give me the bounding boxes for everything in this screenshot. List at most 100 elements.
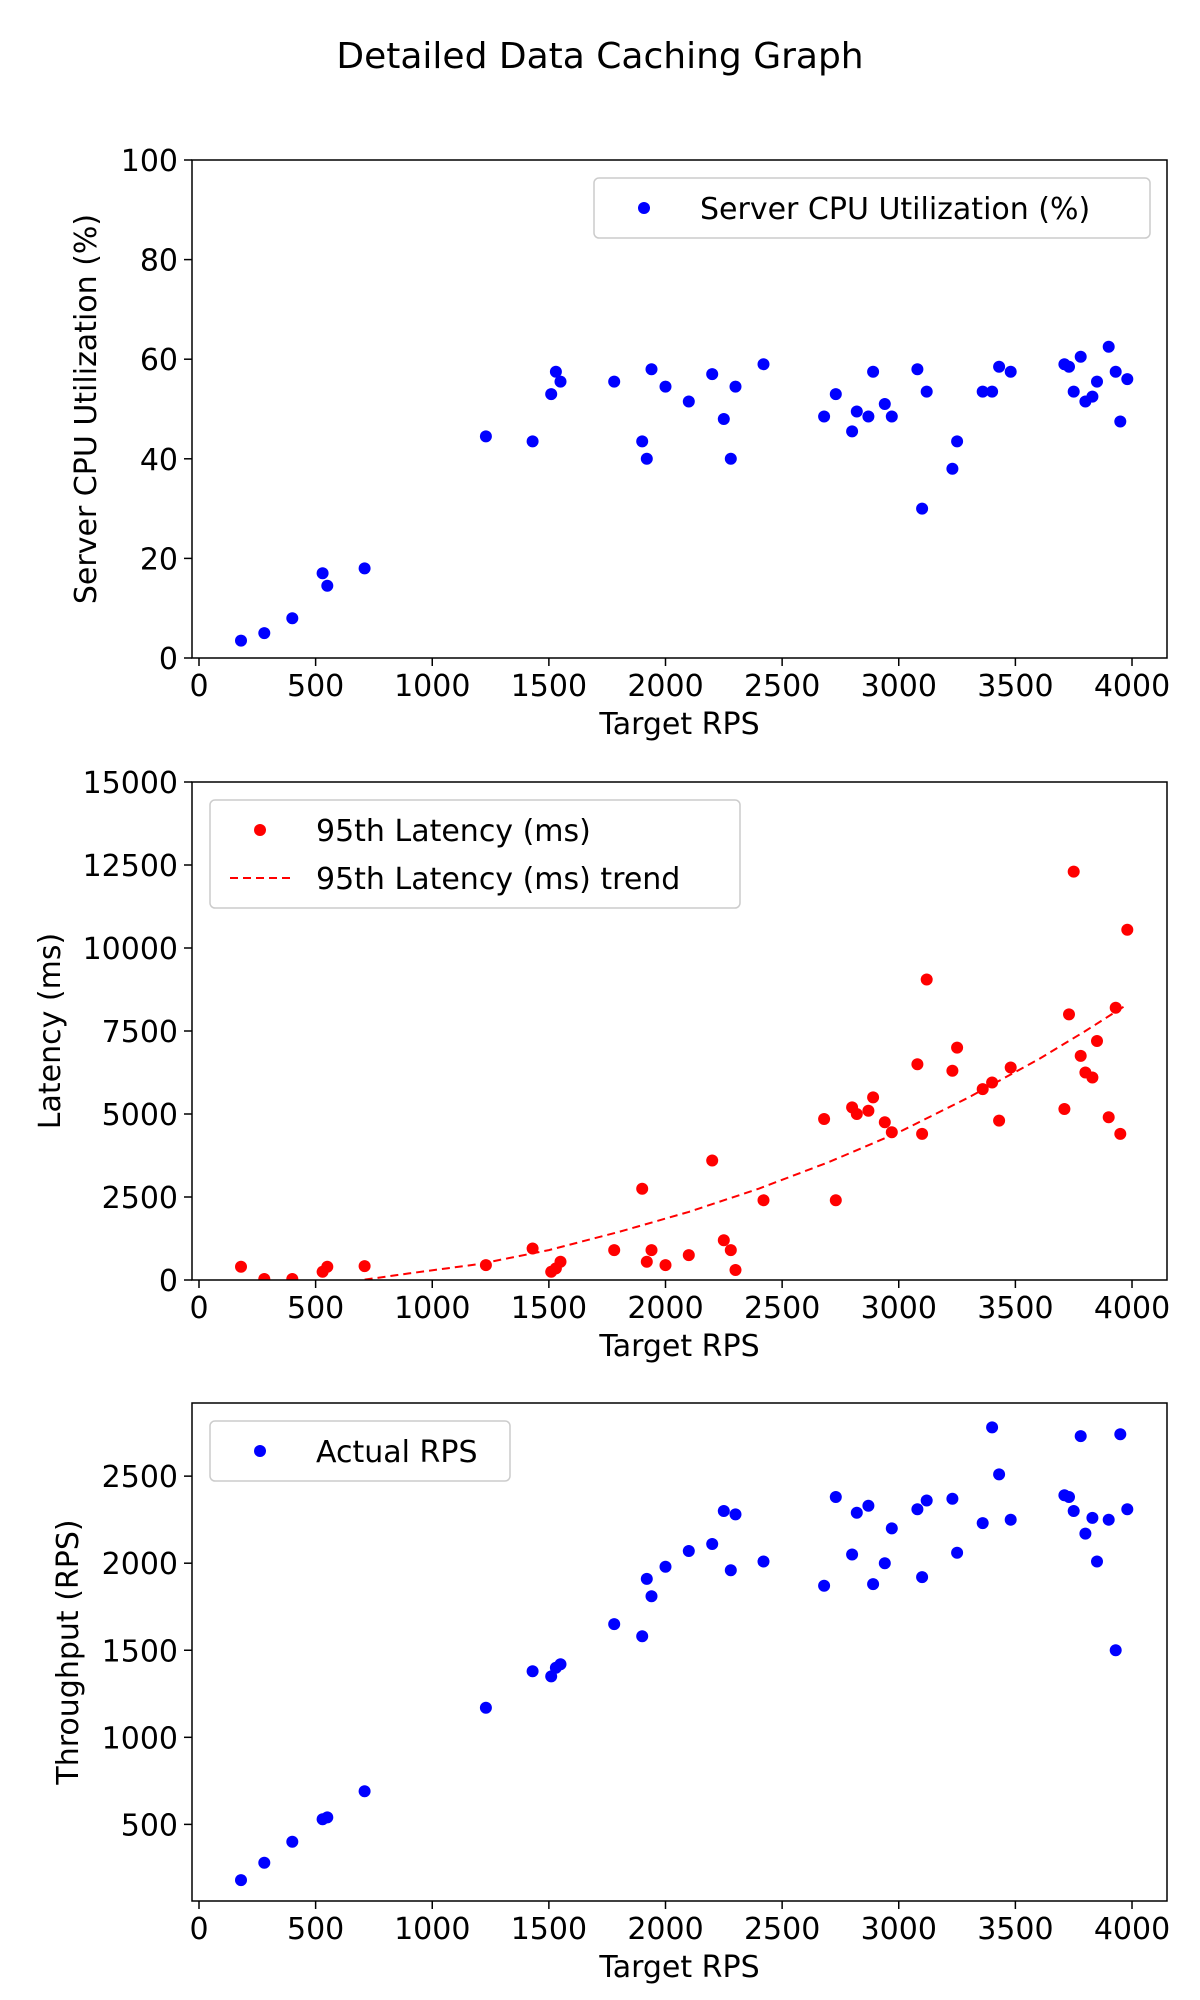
- data-point: [951, 435, 964, 448]
- data-point: [717, 413, 730, 425]
- data-point: [235, 1874, 247, 1887]
- legend-label: Server CPU Utilization (%): [700, 192, 1090, 227]
- y-tick-label: 2500: [102, 1460, 178, 1495]
- data-point: [993, 1468, 1006, 1481]
- data-point: [636, 435, 649, 448]
- data-point: [1086, 1511, 1099, 1524]
- data-point: [1121, 1503, 1134, 1516]
- data-point: [850, 405, 863, 418]
- chart-panel-2: 0 500 1000 1500 2000 2500 3000 3500 4000 0 2500 500…: [33, 766, 1170, 1364]
- y-axis-label: Server CPU Utilization (%): [69, 214, 104, 604]
- data-point: [1109, 1644, 1122, 1657]
- data-point: [1079, 1527, 1092, 1540]
- data-point: [946, 1492, 959, 1505]
- legend-label: Actual RPS: [316, 1435, 478, 1470]
- data-point: [1091, 1555, 1103, 1568]
- data-point: [1102, 1111, 1115, 1124]
- data-point: [717, 1234, 730, 1247]
- legend-point-marker: [254, 824, 266, 836]
- data-point: [645, 1244, 658, 1257]
- x-tick-label: 1500: [511, 1912, 587, 1947]
- data-point: [729, 1264, 742, 1276]
- data-point: [911, 1058, 924, 1071]
- data-point: [862, 410, 875, 423]
- trend-line: [355, 1003, 1128, 1280]
- data-point: [640, 1255, 653, 1268]
- data-point: [1074, 1430, 1087, 1443]
- data-point: [1121, 923, 1134, 936]
- x-tick-label: 4000: [1094, 1291, 1170, 1326]
- data-point: [1063, 1491, 1075, 1503]
- x-tick-label: 1500: [511, 1291, 587, 1326]
- data-point: [479, 430, 492, 443]
- x-tick-label: 1000: [394, 1912, 470, 1947]
- chart-panel-1: 0 500 1000 1500 2000 2500 3000 3500 4000 0 20 40 60 8…: [69, 144, 1170, 742]
- data-point: [554, 1255, 567, 1268]
- y-tick-label: 2000: [102, 1547, 178, 1582]
- data-point: [1074, 350, 1087, 363]
- data-point: [729, 1508, 742, 1521]
- data-point: [976, 385, 989, 398]
- y-tick-label: 20: [140, 542, 178, 577]
- x-axis-label: Target RPS: [598, 1950, 759, 1985]
- data-point: [1091, 375, 1103, 388]
- data-point: [1067, 385, 1080, 398]
- data-point: [1102, 1513, 1115, 1526]
- legend-point-marker: [254, 1445, 266, 1457]
- data-point: [757, 1194, 770, 1207]
- data-point: [911, 363, 924, 376]
- x-tick-label: 3500: [977, 669, 1053, 704]
- data-point: [724, 1244, 737, 1257]
- data-point: [1067, 1505, 1080, 1517]
- data-point: [986, 385, 999, 398]
- data-point: [554, 1658, 567, 1671]
- data-point: [640, 452, 653, 465]
- data-point: [358, 1260, 371, 1273]
- data-point: [316, 567, 329, 580]
- data-point: [608, 1244, 621, 1257]
- legend: Server CPU Utilization (%): [593, 177, 1151, 239]
- data-point: [526, 1242, 539, 1255]
- data-point: [729, 380, 742, 393]
- x-tick-label: 1000: [394, 669, 470, 704]
- data-point: [986, 1421, 999, 1434]
- legend: Actual RPS: [209, 1420, 511, 1482]
- x-tick-label: 500: [287, 669, 344, 704]
- data-point: [659, 1560, 672, 1573]
- data-point: [818, 1579, 831, 1592]
- plot-data: [235, 340, 1134, 647]
- x-tick-label: 3000: [861, 1291, 937, 1326]
- data-point: [608, 1618, 621, 1631]
- legend-label: 95th Latency (ms) trend: [316, 862, 680, 897]
- data-point: [526, 1665, 539, 1678]
- x-tick-label: 2500: [744, 1912, 820, 1947]
- legend: 95th Latency (ms) 95th Latency (ms) trend: [209, 799, 741, 909]
- data-point: [829, 1491, 842, 1503]
- x-tick-label: 1500: [511, 669, 587, 704]
- data-point: [916, 502, 929, 515]
- data-point: [358, 1785, 371, 1798]
- y-axis-label: Throughput (RPS): [51, 1519, 86, 1785]
- data-point: [916, 1571, 929, 1584]
- data-point: [920, 973, 933, 986]
- data-point: [829, 1194, 842, 1207]
- y-tick-label: 0: [159, 642, 178, 677]
- x-tick-label: 500: [287, 1291, 344, 1326]
- data-point: [862, 1499, 875, 1512]
- x-tick-label: 3000: [861, 669, 937, 704]
- data-point: [286, 1273, 299, 1280]
- data-point: [1086, 390, 1099, 403]
- data-point: [724, 452, 737, 465]
- y-tick-label: 60: [140, 343, 178, 378]
- data-point: [1004, 365, 1017, 378]
- plot-data: [235, 1421, 1134, 1887]
- data-point: [1109, 1001, 1122, 1014]
- y-tick-label: 0: [159, 1264, 178, 1299]
- data-point: [1063, 360, 1075, 373]
- x-tick-label: 0: [189, 1291, 208, 1326]
- data-point: [706, 368, 719, 381]
- x-tick-label: 2000: [627, 669, 703, 704]
- data-point: [946, 462, 959, 475]
- data-point: [706, 1154, 719, 1167]
